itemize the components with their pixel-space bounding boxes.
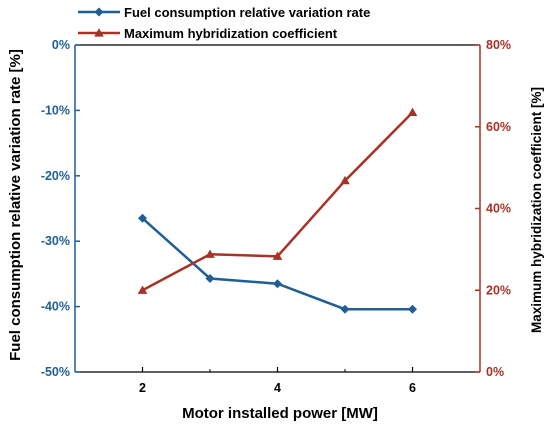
- left-axis-tick-label: 0%: [52, 38, 70, 52]
- right-y-axis: 0% 20% 40% 60% 80%: [475, 38, 511, 379]
- data-point-diamond: [340, 304, 350, 314]
- left-axis-tick-label: -30%: [41, 234, 70, 248]
- data-point-triangle: [137, 285, 148, 294]
- legend-label-hybridization: Maximum hybridization coefficient: [124, 26, 338, 41]
- series-line-hybridization: [141, 111, 414, 292]
- legend-item-hybridization: Maximum hybridization coefficient: [78, 26, 338, 41]
- right-axis-tick-label: 20%: [486, 283, 511, 297]
- left-axis-tick-label: -40%: [41, 300, 70, 314]
- data-point-diamond: [273, 279, 282, 289]
- right-axis-tick-label: 40%: [486, 202, 511, 216]
- series-layer: [137, 107, 418, 314]
- data-point-triangle: [205, 249, 215, 258]
- left-y-axis-title: Fuel consumption relative variation rate…: [7, 49, 24, 361]
- data-point-diamond: [205, 273, 215, 283]
- data-point-triangle: [272, 251, 283, 260]
- x-axis-tick-label: 6: [409, 381, 416, 395]
- right-axis-tick-label: 0%: [486, 365, 504, 379]
- legend: Fuel consumption relative variation rate…: [78, 5, 370, 41]
- x-axis-tick-label: 2: [139, 381, 146, 395]
- data-point-triangle: [407, 107, 418, 117]
- right-y-axis-title: Maximum hybridization coefficient [%]: [529, 87, 544, 333]
- left-y-axis: 0% -10% -20% -30% -40% -50%: [41, 38, 80, 379]
- legend-label-fuel-consumption: Fuel consumption relative variation rate: [124, 5, 370, 20]
- plot-frame: [75, 44, 480, 373]
- legend-marker-diamond: [94, 7, 104, 17]
- data-point-diamond: [138, 213, 147, 223]
- x-axis-title: Motor installed power [MW]: [182, 405, 378, 422]
- left-axis-tick-label: -10%: [41, 103, 70, 117]
- right-axis-tick-label: 60%: [486, 120, 511, 134]
- x-axis-tick-label: 4: [274, 381, 281, 395]
- data-point-diamond: [408, 304, 417, 314]
- data-point-triangle: [340, 175, 350, 185]
- legend-marker-triangle: [94, 28, 104, 37]
- left-axis-tick-label: -20%: [41, 169, 70, 183]
- series-line-fuel-consumption: [141, 217, 413, 311]
- legend-item-fuel-consumption: Fuel consumption relative variation rate: [78, 5, 370, 20]
- x-axis: 2 4 6: [139, 367, 416, 395]
- left-axis-tick-label: -50%: [41, 365, 70, 379]
- right-axis-tick-label: 80%: [486, 38, 511, 52]
